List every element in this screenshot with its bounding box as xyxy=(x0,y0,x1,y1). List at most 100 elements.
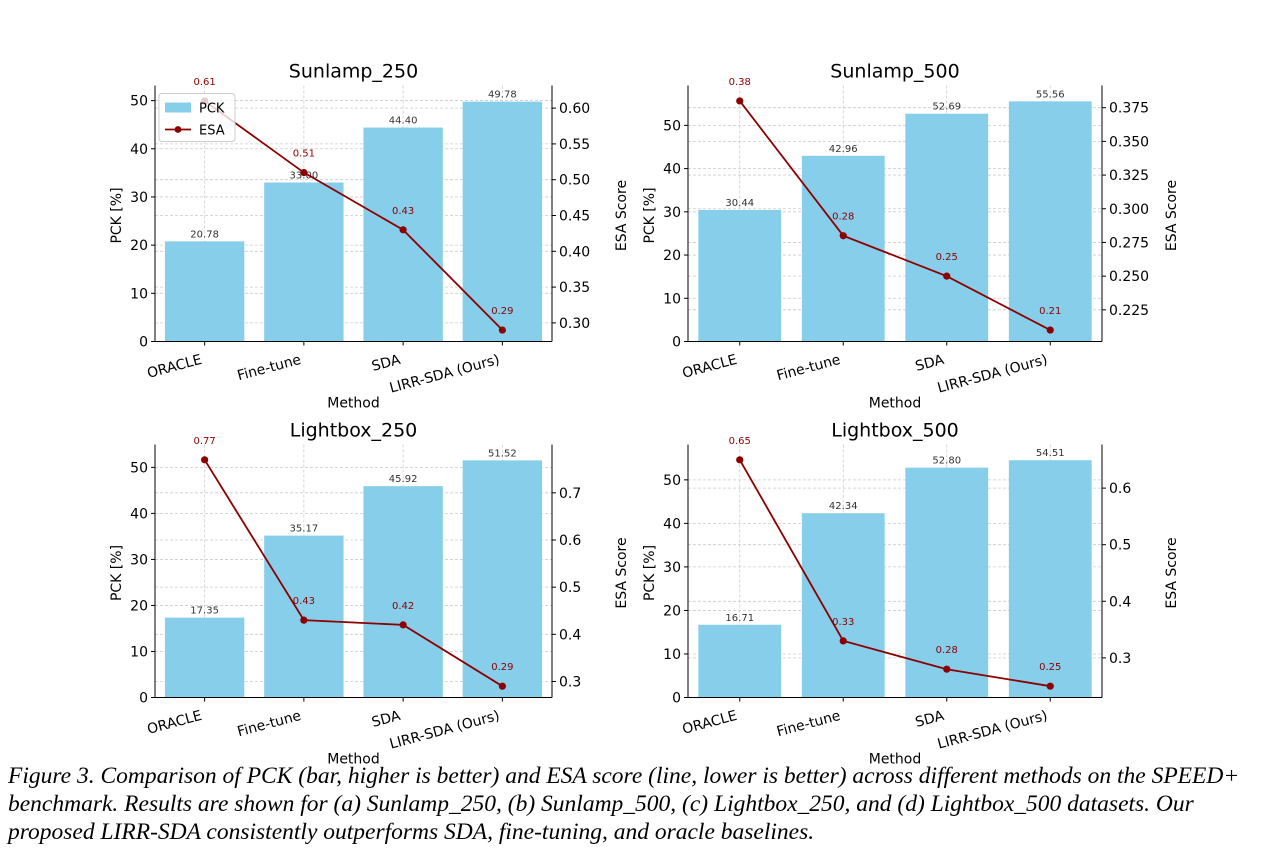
y-tick-label: 40 xyxy=(663,162,681,178)
esa-value-label: 0.43 xyxy=(293,596,315,607)
y2-tick-label: 0.225 xyxy=(1109,303,1149,319)
y-tick-label: 10 xyxy=(663,647,681,663)
bar-value-label: 52.69 xyxy=(932,102,961,113)
x-tick-label-fine-tune: Fine-tune xyxy=(236,708,303,740)
x-tick-label-sda: SDA xyxy=(370,708,403,731)
x-axis-label: Method xyxy=(869,396,922,412)
esa-value-label: 0.25 xyxy=(936,252,958,263)
y2-tick-label: 0.6 xyxy=(559,533,581,549)
esa-point-sda xyxy=(943,665,951,673)
y2-tick-label: 0.60 xyxy=(559,101,590,117)
esa-value-label: 0.28 xyxy=(832,212,854,223)
y-tick-label: 40 xyxy=(130,142,148,158)
y-tick-label: 20 xyxy=(130,598,148,614)
y2-tick-label: 0.55 xyxy=(559,137,590,153)
y2-tick-label: 0.40 xyxy=(559,244,590,260)
esa-value-label: 0.33 xyxy=(832,617,854,628)
esa-value-label: 0.29 xyxy=(491,306,513,317)
y-axis-label: PCK [%] xyxy=(109,187,125,243)
esa-point-fine-tune xyxy=(839,232,847,240)
x-tick-label-lirr-sda-ours: LIRR-SDA (Ours) xyxy=(388,708,501,753)
y2-tick-label: 0.45 xyxy=(559,209,590,225)
bar-pck-fine-tune xyxy=(801,513,885,698)
y-tick-label: 50 xyxy=(663,118,681,134)
chart-lightbox-500: 16.71 42.34 52.80 54.51 0.65 0.33 0.28 0.25 0 10 2… xyxy=(642,420,1180,768)
bar-value-label: 42.34 xyxy=(829,501,858,512)
y2-tick-label: 0.50 xyxy=(559,173,590,189)
legend-pck-swatch xyxy=(165,102,191,113)
bar-value-label: 20.78 xyxy=(190,229,219,240)
bar-pck-sda xyxy=(363,486,443,698)
bar-pck-lirr-sda-ours xyxy=(1008,460,1092,698)
esa-point-lirr-sda-ours xyxy=(498,682,506,690)
esa-point-sda xyxy=(943,272,951,280)
chart-title: Lightbox_500 xyxy=(831,420,959,442)
y2-tick-label: 0.275 xyxy=(1109,235,1149,251)
y-axis-label: PCK [%] xyxy=(642,545,658,601)
x-tick-label-sda: SDA xyxy=(914,708,947,731)
chart-title: Sunlamp_250 xyxy=(289,61,418,83)
x-axis-label: Method xyxy=(327,752,380,768)
esa-value-label: 0.77 xyxy=(193,436,215,447)
x-tick-label-fine-tune: Fine-tune xyxy=(236,352,303,384)
chart-sunlamp-250: 20.7833.0044.4049.780.610.510.430.290102… xyxy=(109,61,630,412)
esa-value-label: 0.38 xyxy=(729,77,751,88)
esa-value-label: 0.42 xyxy=(392,601,414,612)
y2-axis-label: ESA Score xyxy=(614,537,630,608)
x-tick-label-lirr-sda-ours: LIRR-SDA (Ours) xyxy=(936,708,1049,753)
y-tick-label: 20 xyxy=(130,238,148,254)
y2-tick-label: 0.325 xyxy=(1109,168,1149,184)
y2-tick-label: 0.4 xyxy=(1109,594,1131,610)
x-tick-label-lirr-sda-ours: LIRR-SDA (Ours) xyxy=(936,352,1049,397)
esa-value-label: 0.43 xyxy=(392,206,414,217)
x-tick-label-sda: SDA xyxy=(914,352,947,375)
esa-value-label: 0.61 xyxy=(193,77,215,88)
bar-pck-oracle xyxy=(698,209,782,342)
y-tick-label: 10 xyxy=(663,291,681,307)
bar-pck-oracle xyxy=(164,241,245,342)
y-tick-label: 40 xyxy=(130,506,148,522)
y-tick-label: 10 xyxy=(130,644,148,660)
x-tick-label-oracle: ORACLE xyxy=(681,352,739,382)
esa-point-fine-tune xyxy=(300,616,308,624)
esa-value-label: 0.21 xyxy=(1039,306,1061,317)
x-tick-label-oracle: ORACLE xyxy=(681,708,739,738)
esa-value-label: 0.29 xyxy=(491,662,513,673)
bar-value-label: 54.51 xyxy=(1036,448,1065,459)
bar-pck-oracle xyxy=(164,617,245,698)
bar-pck-lirr-sda-ours xyxy=(462,460,543,698)
y2-axis-label: ESA Score xyxy=(614,180,630,251)
y2-tick-label: 0.30 xyxy=(559,316,590,332)
x-tick-label-fine-tune: Fine-tune xyxy=(775,708,842,740)
y-tick-label: 30 xyxy=(663,560,681,576)
legend-pck-label: PCK xyxy=(199,102,225,117)
x-tick-label-sda: SDA xyxy=(370,352,403,375)
esa-point-lirr-sda-ours xyxy=(498,326,506,334)
y-tick-label: 50 xyxy=(663,473,681,489)
y-tick-label: 20 xyxy=(663,603,681,619)
bar-value-label: 17.35 xyxy=(190,606,219,617)
esa-point-oracle xyxy=(736,97,744,105)
bar-pck-sda xyxy=(363,127,443,342)
y2-tick-label: 0.5 xyxy=(559,580,581,596)
esa-point-oracle xyxy=(201,456,209,464)
y2-tick-label: 0.375 xyxy=(1109,101,1149,117)
y2-tick-label: 0.5 xyxy=(1109,538,1131,554)
y-tick-label: 30 xyxy=(130,190,148,206)
y-tick-label: 50 xyxy=(130,460,148,476)
esa-point-fine-tune xyxy=(300,168,308,177)
bar-pck-sda xyxy=(905,113,989,342)
y2-tick-label: 0.300 xyxy=(1109,202,1149,218)
y2-tick-label: 0.3 xyxy=(1109,651,1131,667)
bar-value-label: 55.56 xyxy=(1036,89,1065,100)
bar-value-label: 42.96 xyxy=(829,144,858,155)
esa-line xyxy=(204,100,504,331)
esa-line xyxy=(739,100,1051,331)
y-axis-label: PCK [%] xyxy=(642,187,658,243)
chart-sunlamp-500: 30.44 42.96 52.69 55.56 0.38 0.28 0.25 0.21 0 10 2… xyxy=(642,61,1180,412)
bar-value-label: 52.80 xyxy=(932,456,961,467)
y2-tick-label: 0.350 xyxy=(1109,134,1149,150)
esa-point-lirr-sda-ours xyxy=(1046,326,1054,334)
x-tick-label-lirr-sda-ours: LIRR-SDA (Ours) xyxy=(388,352,501,397)
